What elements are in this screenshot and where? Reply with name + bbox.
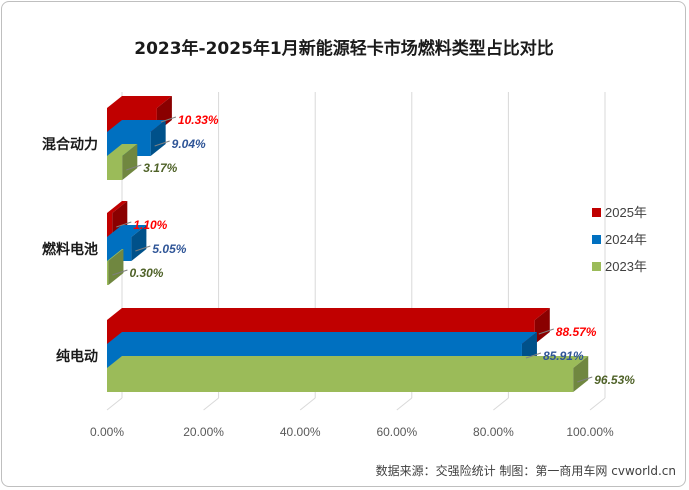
bar-front-face [107, 368, 574, 392]
data-label: 10.33% [178, 113, 219, 127]
x-tick-label: 60.00% [376, 425, 417, 439]
gridline-floor [299, 397, 316, 411]
label-leader [160, 116, 177, 123]
bar-top-face [107, 249, 124, 261]
legend-item-label: 2023年 [605, 259, 647, 274]
data-label: 1.10% [133, 218, 167, 232]
bar-front-face [107, 261, 109, 285]
bar-side-face [534, 308, 550, 344]
bar-2023年-燃料电池 [107, 249, 124, 285]
bar-front-face [107, 156, 123, 180]
data-label: 0.30% [129, 266, 163, 280]
legend-swatch [592, 262, 601, 271]
label-leader [135, 245, 151, 252]
label-leader [538, 328, 554, 335]
label-leader [112, 269, 128, 276]
gridline-floor [589, 397, 606, 411]
bar-side-face [573, 356, 589, 392]
chart-title: 2023年-2025年1月新能源轻卡市场燃料类型占比对比 [134, 38, 554, 59]
x-tick-label: 100.00% [566, 425, 614, 439]
data-label: 96.53% [594, 373, 635, 387]
data-label: 9.04% [172, 137, 206, 151]
label-leader [525, 352, 542, 359]
legend-swatch [592, 235, 601, 244]
legend-item-label: 2024年 [605, 232, 647, 247]
bar-side-face [108, 249, 124, 285]
x-tick-label: 0.00% [90, 425, 124, 439]
gridline-floor [203, 397, 219, 411]
bar-top-face [107, 332, 537, 344]
label-leader [116, 221, 132, 228]
label-leader [126, 164, 142, 171]
gridline-floor [106, 397, 123, 411]
bar-side-face [122, 144, 138, 180]
category-label: 纯电动 [56, 348, 98, 365]
gridline-floor [493, 397, 509, 411]
data-label: 85.91% [543, 349, 584, 363]
x-tick-label: 20.00% [183, 425, 224, 439]
category-label: 混合动力 [42, 136, 98, 153]
bar-side-face [131, 225, 147, 261]
legend: 2025年 2024年 2023年 [592, 205, 647, 274]
bar-top-face [107, 356, 589, 368]
bar-top-face [107, 144, 138, 156]
legend-swatch [592, 208, 601, 217]
label-leader [154, 140, 170, 147]
x-axis-ticks: 0.00% 20.00% 40.00% 60.00% 80.00% 100.00% [90, 425, 614, 439]
bars [107, 96, 589, 392]
bar-top-face [107, 225, 147, 237]
data-labels: 10.33% 9.04% 3.17% 1.10% 5.05% 0.30% 88.57% 85.… [112, 113, 635, 387]
category-label: 燃料电池 [42, 241, 98, 258]
x-tick-label: 40.00% [280, 425, 321, 439]
bar-top-face [107, 201, 128, 213]
bar-front-face [107, 213, 113, 237]
label-leader [577, 376, 593, 383]
bar-2023年-纯电动 [107, 356, 589, 392]
gridline-floor [396, 397, 413, 411]
bar-side-face [150, 120, 166, 156]
data-label: 88.57% [556, 325, 597, 339]
data-label: 5.05% [152, 242, 186, 256]
bar-top-face [107, 96, 172, 108]
bar-2023年-混合动力 [107, 144, 138, 180]
bar-top-face [107, 308, 550, 320]
bar-top-face [107, 120, 166, 132]
x-tick-label: 80.00% [473, 425, 514, 439]
source-note: 数据来源：交强险统计 制图：第一商用车网 cvworld.cn [376, 463, 676, 478]
legend-item-label: 2025年 [605, 205, 647, 220]
data-label: 3.17% [143, 161, 177, 175]
